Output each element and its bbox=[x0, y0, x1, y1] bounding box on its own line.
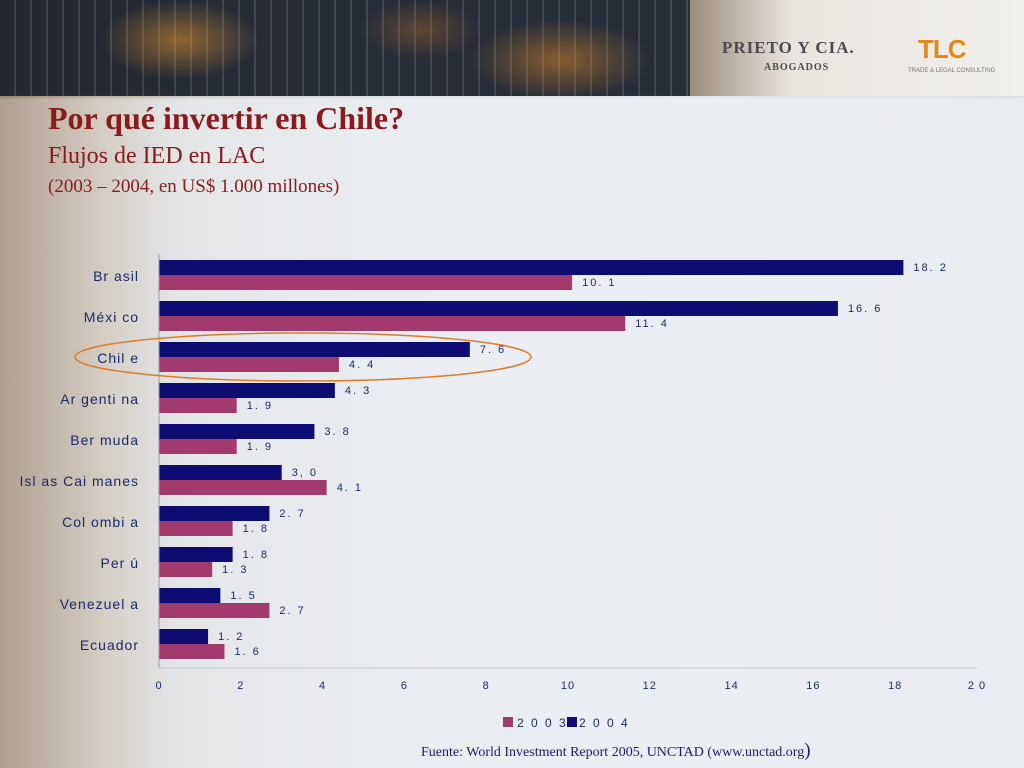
legend-swatch-2003 bbox=[503, 717, 513, 727]
value-label-2004-peru: 1. 8 bbox=[243, 549, 269, 561]
slide-title: Por qué invertir en Chile? bbox=[48, 100, 405, 136]
source-note: Fuente: World Investment Report 2005, UN… bbox=[421, 740, 811, 762]
x-tick-label-12: 12 bbox=[643, 680, 657, 692]
bar-2003-ecuador bbox=[159, 644, 225, 659]
value-label-2004-brasil: 18. 2 bbox=[913, 262, 947, 274]
value-label-2004-ecuador: 1. 2 bbox=[218, 631, 244, 643]
category-label-peru: Per ú bbox=[101, 555, 139, 571]
chart-labels: 18. 2 10. 1 Br asil 16. 6 11. 4 Méxi co 7. 6 4.… bbox=[20, 262, 947, 658]
category-label-islas-caimanes: Isl as Cai manes bbox=[20, 473, 139, 489]
category-label-colombia: Col ombi a bbox=[62, 514, 139, 530]
legend-swatch-2004 bbox=[567, 717, 577, 727]
bar-2003-islas-caimanes bbox=[159, 480, 327, 495]
bar-2003-colombia bbox=[159, 521, 233, 536]
value-label-2004-chile: 7. 6 bbox=[480, 344, 506, 356]
bar-2003-argentina bbox=[159, 398, 237, 413]
category-label-ecuador: Ecuador bbox=[80, 637, 139, 653]
bar-2004-argentina bbox=[159, 383, 335, 398]
value-label-2003-mexico: 11. 4 bbox=[635, 318, 669, 330]
header-window-lights bbox=[0, 0, 700, 96]
value-label-2004-venezuela: 1. 5 bbox=[230, 590, 256, 602]
prieto-logo-text: PRIETO Y CIA. bbox=[722, 38, 855, 57]
x-tick-label-8: 8 bbox=[483, 680, 490, 692]
tlc-logo: TLC bbox=[918, 34, 967, 64]
category-label-mexico: Méxi co bbox=[84, 309, 139, 325]
chart-legend: 2 0 0 3 2 0 0 4 bbox=[503, 716, 630, 730]
value-label-2004-islas-caimanes: 3, 0 bbox=[292, 467, 318, 479]
bar-2004-venezuela bbox=[159, 588, 221, 603]
category-label-argentina: Ar genti na bbox=[60, 391, 139, 407]
x-tick-label-6: 6 bbox=[401, 680, 408, 692]
bar-2004-peru bbox=[159, 547, 233, 562]
x-tick-label-14: 14 bbox=[724, 680, 738, 692]
value-label-2003-ecuador: 1. 6 bbox=[234, 646, 260, 658]
bar-2003-venezuela bbox=[159, 603, 270, 618]
bar-2004-colombia bbox=[159, 506, 270, 521]
value-label-2003-chile: 4. 4 bbox=[349, 359, 375, 371]
category-label-bermuda: Ber muda bbox=[70, 432, 139, 448]
bar-2004-bermuda bbox=[159, 424, 315, 439]
header-logo-area bbox=[690, 0, 1024, 96]
value-label-2003-brasil: 10. 1 bbox=[582, 277, 616, 289]
bar-2003-mexico bbox=[159, 316, 626, 331]
category-label-chile: Chil e bbox=[97, 350, 139, 366]
value-label-2003-islas-caimanes: 4. 1 bbox=[337, 482, 363, 494]
value-label-2003-venezuela: 2. 7 bbox=[279, 605, 305, 617]
x-tick-label-16: 16 bbox=[806, 680, 820, 692]
bar-2004-chile bbox=[159, 342, 470, 357]
value-label-2003-colombia: 1. 8 bbox=[243, 523, 269, 535]
value-label-2004-mexico: 16. 6 bbox=[848, 303, 882, 315]
legend-label-2003: 2 0 0 3 bbox=[517, 716, 568, 730]
x-tick-label-18: 18 bbox=[888, 680, 902, 692]
left-tree-photo bbox=[0, 96, 170, 768]
bar-2004-brasil bbox=[159, 260, 904, 275]
tlc-logo-subtext: TRADE & LEGAL CONSULTING bbox=[908, 68, 996, 74]
bar-2004-ecuador bbox=[159, 629, 209, 644]
prieto-logo-subtext: ABOGADOS bbox=[764, 62, 830, 73]
value-label-2003-bermuda: 1. 9 bbox=[247, 441, 273, 453]
slide-units-note: (2003 – 2004, en US$ 1.000 millones) bbox=[48, 176, 340, 197]
chile-highlight-ellipse bbox=[74, 332, 532, 382]
x-tick-label-0: 0 bbox=[155, 680, 162, 692]
value-label-2003-argentina: 1. 9 bbox=[247, 400, 273, 412]
chart-bars bbox=[159, 260, 904, 659]
bar-2004-mexico bbox=[159, 301, 838, 316]
bar-2004-islas-caimanes bbox=[159, 465, 282, 480]
source-text: Fuente: World Investment Report 2005, UN… bbox=[421, 745, 805, 760]
value-label-2004-bermuda: 3. 8 bbox=[324, 426, 350, 438]
category-label-venezuela: Venezuel a bbox=[60, 596, 139, 612]
bar-2003-peru bbox=[159, 562, 213, 577]
x-tick-label-2: 2 bbox=[237, 680, 244, 692]
source-closing-paren: ) bbox=[804, 740, 811, 761]
category-label-brasil: Br asil bbox=[93, 268, 139, 284]
bar-2003-chile bbox=[159, 357, 339, 372]
x-tick-label-10: 10 bbox=[561, 680, 575, 692]
chart-axes: 0 2 4 6 8 10 12 14 16 18 2 0 bbox=[74, 254, 986, 692]
slide-subtitle: Flujos de IED en LAC bbox=[48, 143, 266, 169]
bar-2003-bermuda bbox=[159, 439, 237, 454]
legend-label-2004: 2 0 0 4 bbox=[579, 716, 630, 730]
x-tick-label-20: 2 0 bbox=[968, 680, 986, 692]
bar-2003-brasil bbox=[159, 275, 573, 290]
value-label-2004-argentina: 4. 3 bbox=[345, 385, 371, 397]
value-label-2003-peru: 1. 3 bbox=[222, 564, 248, 576]
value-label-2004-colombia: 2. 7 bbox=[279, 508, 305, 520]
x-tick-label-4: 4 bbox=[319, 680, 326, 692]
